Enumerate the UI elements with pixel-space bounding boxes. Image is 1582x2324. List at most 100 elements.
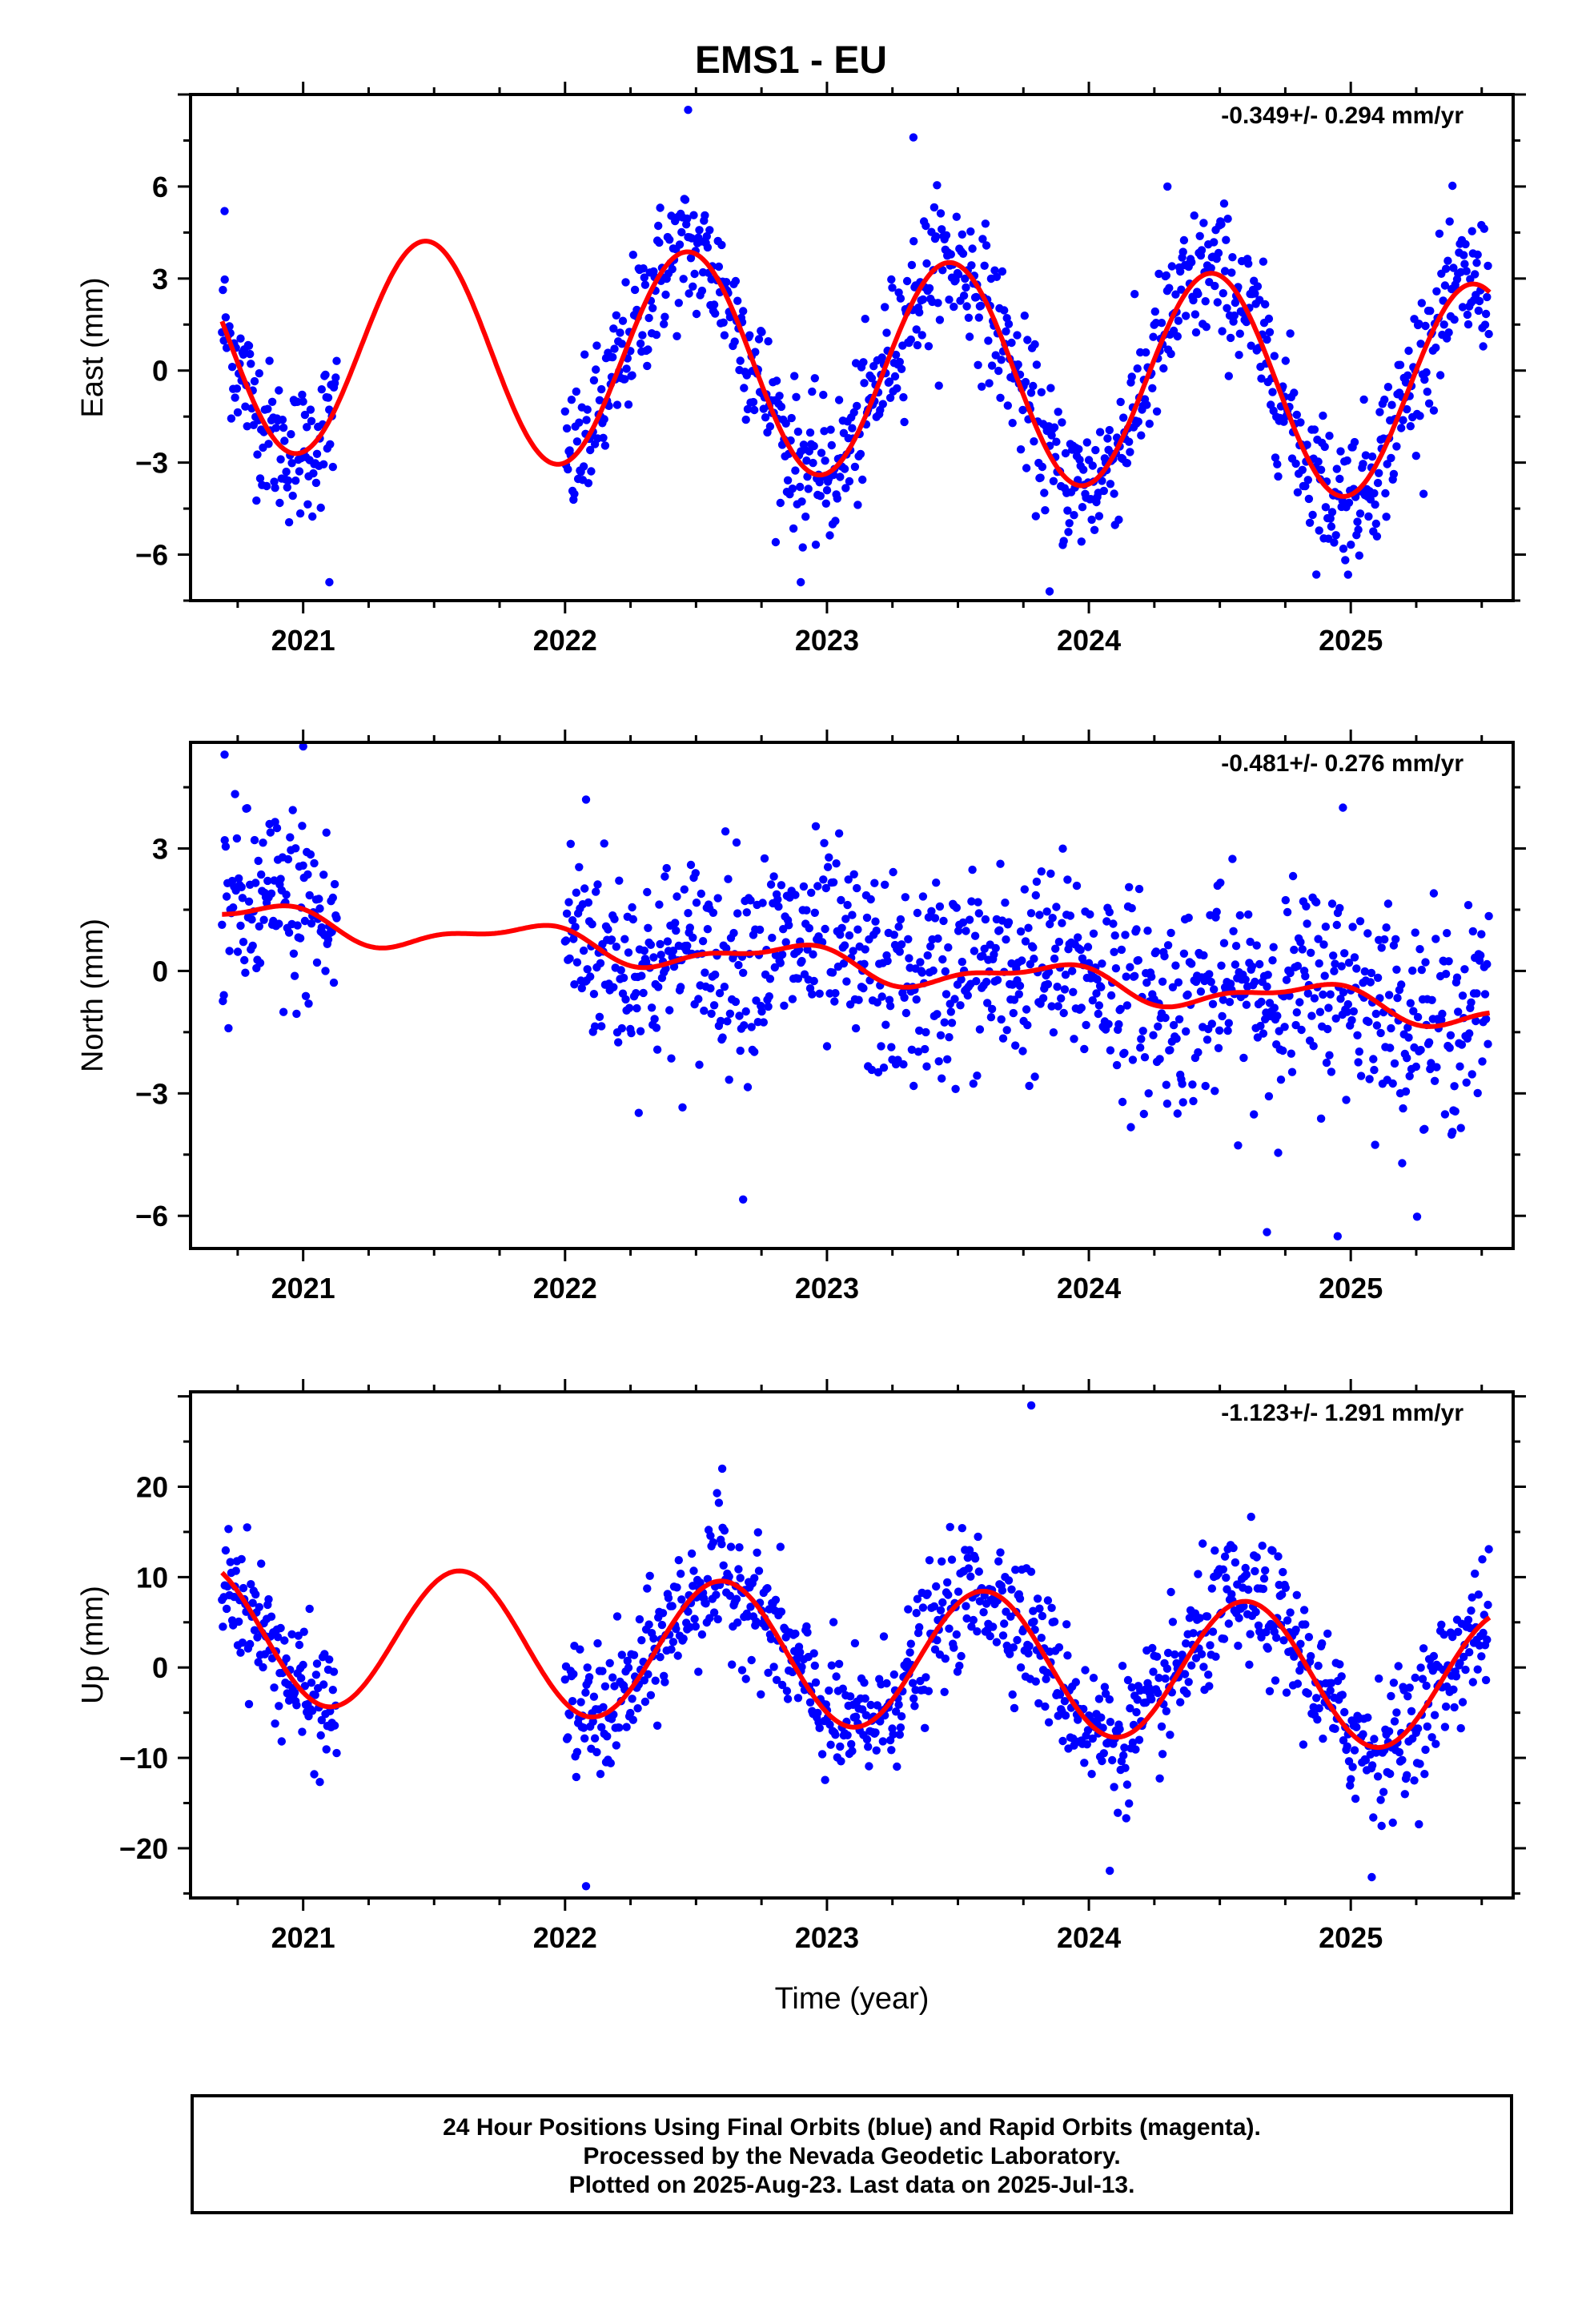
data-point — [1355, 1047, 1364, 1056]
data-point — [1423, 388, 1432, 396]
data-point — [879, 1632, 889, 1641]
footer-note-box: 24 Hour Positions Using Final Orbits (bl… — [191, 2094, 1513, 2214]
data-point — [1320, 971, 1329, 980]
data-point — [1122, 1780, 1132, 1789]
data-point — [583, 965, 592, 974]
data-point — [1165, 283, 1174, 292]
data-point — [1293, 488, 1303, 497]
data-point — [986, 1013, 996, 1022]
data-point — [651, 1676, 660, 1685]
data-point — [1360, 967, 1370, 976]
data-point — [997, 356, 1006, 364]
data-point — [709, 1538, 718, 1547]
data-point — [1467, 1606, 1476, 1615]
data-point — [832, 859, 841, 868]
data-point — [305, 1604, 314, 1614]
data-point — [1403, 1692, 1412, 1701]
data-point — [844, 875, 853, 884]
data-point — [684, 106, 693, 115]
data-point — [935, 902, 945, 911]
data-point — [1195, 1614, 1204, 1622]
data-point — [610, 344, 619, 353]
data-point — [791, 891, 800, 899]
data-point — [918, 892, 928, 901]
data-point — [1020, 885, 1030, 894]
data-point — [589, 990, 599, 999]
data-point — [1324, 1003, 1333, 1012]
data-point — [1173, 1109, 1182, 1118]
data-point — [1379, 1787, 1388, 1796]
data-point — [1041, 506, 1050, 515]
data-point — [747, 1023, 756, 1031]
data-point — [1448, 1128, 1457, 1136]
data-point — [1109, 919, 1118, 928]
data-point — [584, 479, 593, 488]
data-point — [856, 449, 865, 459]
data-point — [1106, 480, 1115, 489]
data-point — [1471, 270, 1480, 279]
data-point — [328, 893, 337, 903]
data-point — [1231, 1558, 1240, 1567]
data-point — [672, 1624, 681, 1634]
data-point — [1307, 948, 1315, 958]
data-point — [932, 879, 941, 887]
data-point — [1287, 1068, 1297, 1076]
data-point — [231, 393, 239, 402]
x-tick-label: 2023 — [795, 1272, 859, 1305]
data-point — [1278, 1590, 1287, 1599]
data-point — [1235, 329, 1245, 338]
data-point — [1461, 1665, 1470, 1675]
data-point — [1443, 256, 1452, 265]
data-point — [1217, 961, 1226, 971]
data-point — [691, 1622, 700, 1631]
data-point — [1081, 1666, 1090, 1675]
data-point — [220, 275, 229, 284]
data-point — [328, 462, 337, 472]
data-point — [275, 498, 284, 508]
data-point — [853, 401, 861, 411]
data-point — [889, 1730, 897, 1739]
east-rate-label: -0.349+/- 0.294 mm/yr — [1221, 103, 1464, 129]
data-point — [1023, 336, 1032, 344]
data-point — [1223, 215, 1232, 223]
data-point — [1147, 972, 1156, 981]
data-point — [848, 424, 857, 432]
data-point — [1201, 297, 1210, 306]
data-point — [1227, 1590, 1236, 1598]
data-point — [924, 1687, 934, 1695]
data-point — [700, 1006, 709, 1015]
data-point — [887, 1043, 896, 1051]
data-point — [889, 931, 899, 939]
data-point — [661, 1678, 669, 1687]
data-point — [1299, 1606, 1309, 1614]
x-tick-label: 2025 — [1319, 1921, 1383, 1954]
data-point — [240, 955, 249, 965]
data-point — [882, 1679, 891, 1688]
data-point — [244, 897, 254, 907]
data-point — [1403, 404, 1411, 414]
data-point — [777, 1680, 787, 1690]
data-point — [1340, 1707, 1349, 1717]
data-point — [1214, 1043, 1223, 1053]
data-point — [899, 1059, 908, 1069]
data-point — [575, 862, 584, 872]
data-point — [1293, 1679, 1303, 1688]
data-point — [677, 1595, 686, 1604]
data-point — [685, 923, 694, 932]
data-point — [1217, 219, 1226, 229]
data-point — [1094, 512, 1104, 521]
data-point — [643, 1584, 652, 1593]
data-point — [1228, 253, 1237, 262]
data-point — [873, 998, 882, 1007]
data-point — [802, 906, 811, 915]
x-tick-label: 2022 — [533, 1921, 597, 1954]
data-point — [219, 991, 228, 999]
data-point — [316, 1731, 325, 1740]
data-point — [1219, 1634, 1229, 1643]
data-point — [936, 1031, 946, 1040]
data-point — [652, 1721, 662, 1730]
data-point — [1161, 1013, 1170, 1023]
data-point — [308, 512, 317, 521]
data-point — [982, 241, 991, 250]
